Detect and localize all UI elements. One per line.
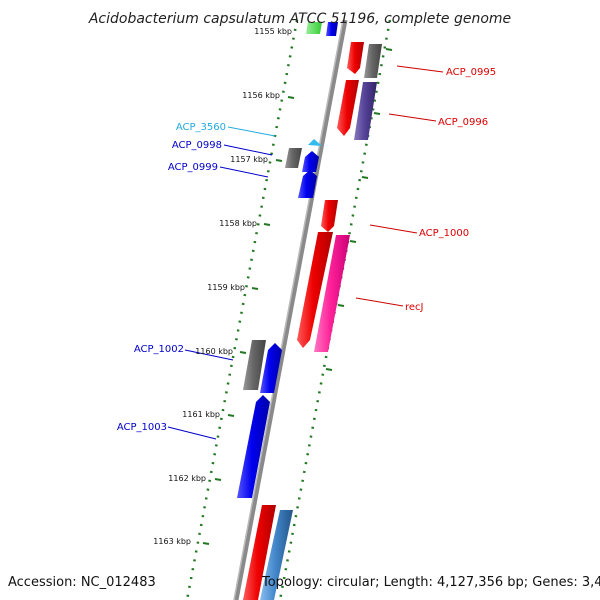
kbp-label-1157: 1157 kbp — [230, 155, 268, 164]
gene-label-acp-0995[interactable]: ACP_0995 — [446, 67, 496, 78]
gene-acp-3560 — [308, 139, 322, 146]
gene-acp-0995-gray — [364, 44, 382, 78]
gene-acp-1002-blue — [260, 343, 282, 393]
gene-label-acp-1003[interactable]: ACP_1003 — [117, 422, 167, 433]
gene-label-acp-0996[interactable]: ACP_0996 — [438, 117, 488, 128]
gene-acp-0999-a — [302, 151, 319, 172]
genome-backbone — [233, 19, 348, 600]
gene-label-acp-3560[interactable]: ACP_3560 — [176, 122, 226, 133]
gene-acp-1003 — [237, 395, 270, 498]
gene-label-acp-1002[interactable]: ACP_1002 — [134, 344, 184, 355]
gene-top-blue — [326, 22, 338, 36]
gene-acp-0996-purple — [354, 82, 377, 140]
gene-recj — [314, 235, 350, 352]
gene-acp-1002-gray — [243, 340, 266, 390]
topology-text: Topology: circular; Length: 4,127,356 bp… — [262, 575, 600, 590]
kbp-label-1155: 1155 kbp — [254, 27, 292, 36]
map-title: Acidobacterium capsulatum ATCC 51196, co… — [88, 11, 511, 27]
kbp-label-1163: 1163 kbp — [153, 537, 191, 546]
gene-acp-0998 — [285, 148, 302, 168]
gene-label-acp-0998[interactable]: ACP_0998 — [172, 140, 222, 151]
kbp-label-1159: 1159 kbp — [207, 283, 245, 292]
accession-text: Accession: NC_012483 — [8, 575, 156, 590]
gene-bottom-red — [243, 505, 276, 600]
kbp-label-1156: 1156 kbp — [242, 91, 280, 100]
gene-acp-0999-b — [298, 170, 317, 198]
label-connectors — [167, 65, 444, 440]
gene-acp-0996-red — [337, 80, 359, 136]
kbp-label-1158: 1158 kbp — [219, 219, 257, 228]
gene-acp-0995-red — [347, 42, 364, 74]
gene-red-large — [297, 232, 333, 348]
gene-acp-1000 — [321, 200, 338, 232]
kbp-label-1161: 1161 kbp — [182, 410, 220, 419]
kbp-label-1160: 1160 kbp — [195, 347, 233, 356]
kbp-label-1162: 1162 kbp — [168, 474, 206, 483]
gene-label-recj[interactable]: recJ — [405, 302, 424, 313]
gene-top-green — [306, 22, 322, 34]
gene-bottom-steel — [260, 510, 293, 600]
outer-minor-ticks — [325, 48, 393, 371]
inner-major-ticks — [202, 96, 295, 545]
gene-label-acp-1000[interactable]: ACP_1000 — [419, 228, 469, 239]
gene-label-acp-0999[interactable]: ACP_0999 — [168, 162, 218, 173]
